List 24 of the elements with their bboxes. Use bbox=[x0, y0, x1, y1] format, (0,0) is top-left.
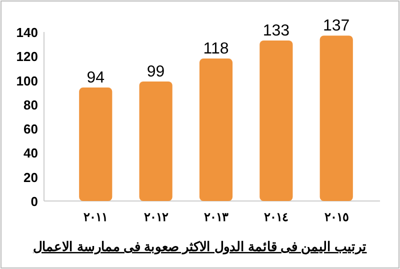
x-tick-label: ٢٠١٤ bbox=[264, 210, 288, 224]
y-tick-label: 20 bbox=[24, 170, 38, 185]
y-tick-label: 0 bbox=[30, 194, 38, 209]
data-label: 99 bbox=[146, 63, 165, 80]
y-tick-label: 40 bbox=[24, 146, 38, 161]
x-tick-label: ٢٠١١ bbox=[84, 210, 108, 224]
data-label: 137 bbox=[323, 18, 350, 35]
x-tick-label: ٢٠١٣ bbox=[204, 210, 229, 224]
text: ترتيب اليمن فى قائمة الدول الاكثر صعوبة فى ممارسة الاعمال bbox=[33, 239, 367, 255]
x-tick-label: ٢٠١٥ bbox=[324, 210, 348, 224]
data-label: 118 bbox=[203, 40, 229, 58]
bar bbox=[260, 40, 293, 201]
bar bbox=[139, 81, 172, 201]
data-label: 94 bbox=[86, 70, 105, 87]
y-tick-label: 100 bbox=[16, 73, 38, 88]
y-tick-label: 120 bbox=[16, 49, 38, 64]
y-tick-label: 80 bbox=[24, 97, 38, 112]
y-tick-label: 140 bbox=[16, 25, 38, 40]
bar bbox=[199, 58, 233, 201]
x-tick-label: ٢٠١٢ bbox=[144, 210, 169, 224]
bar bbox=[79, 88, 112, 201]
y-tick-label: 60 bbox=[24, 122, 38, 137]
data-label: 133 bbox=[262, 22, 290, 40]
bar bbox=[320, 36, 353, 201]
